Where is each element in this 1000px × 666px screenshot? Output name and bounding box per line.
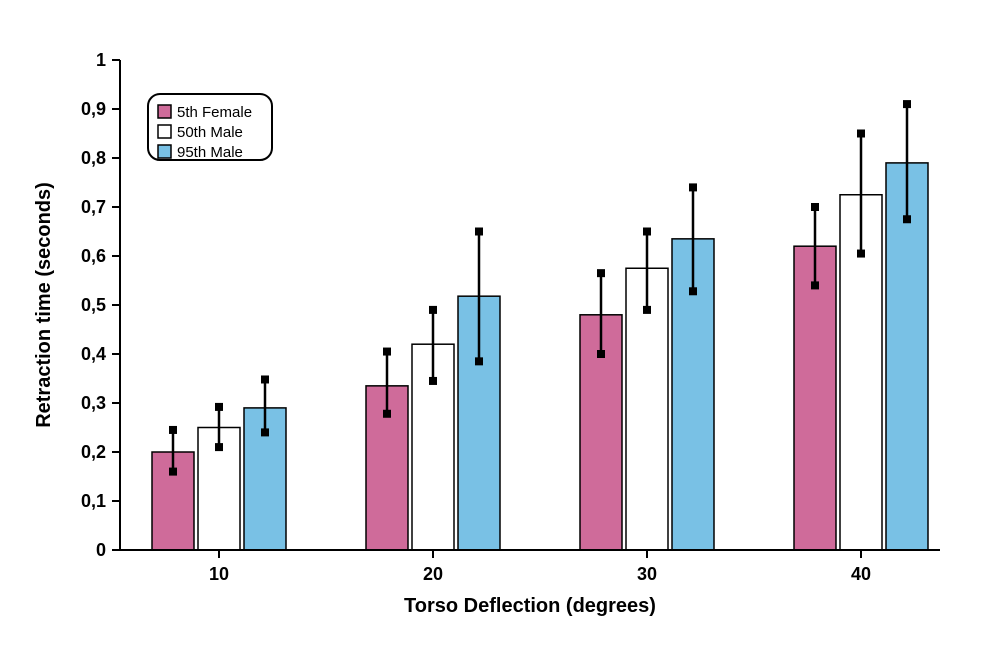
error-marker-lower [643, 306, 651, 314]
error-marker-lower [903, 215, 911, 223]
error-marker-lower [429, 377, 437, 385]
y-tick-label: 0,9 [81, 99, 106, 119]
error-marker-upper [215, 403, 223, 411]
error-marker-upper [903, 100, 911, 108]
legend-label: 50th Male [177, 124, 243, 141]
error-marker-upper [811, 203, 819, 211]
error-marker-upper [169, 426, 177, 434]
error-marker-upper [597, 269, 605, 277]
y-tick-label: 0,8 [81, 148, 106, 168]
error-marker-lower [261, 428, 269, 436]
x-tick-label: 10 [209, 564, 229, 584]
y-tick-label: 0 [96, 540, 106, 560]
y-axis-title: Retraction time (seconds) [33, 182, 55, 428]
y-tick-label: 0,7 [81, 197, 106, 217]
error-marker-upper [643, 228, 651, 236]
y-tick-label: 0,5 [81, 295, 106, 315]
error-marker-upper [261, 375, 269, 383]
chart-svg: 0 0,1 0,2 0,3 0,4 0,5 0,6 0,7 0,8 0,9 1 10 20 30 40 Ret… [0, 0, 1000, 666]
x-tick-label: 20 [423, 564, 443, 584]
error-marker-lower [169, 468, 177, 476]
y-tick-label: 0,3 [81, 393, 106, 413]
error-marker-lower [383, 410, 391, 418]
legend-swatch [158, 125, 171, 138]
y-tick-label: 1 [96, 50, 106, 70]
error-marker-upper [429, 306, 437, 314]
y-tick-label: 0,6 [81, 246, 106, 266]
error-marker-lower [475, 357, 483, 365]
y-tick-label: 0,2 [81, 442, 106, 462]
error-marker-lower [215, 443, 223, 451]
y-tick-label: 0,4 [81, 344, 106, 364]
error-marker-lower [857, 250, 865, 258]
bar [794, 246, 836, 550]
error-marker-upper [383, 348, 391, 356]
error-marker-upper [689, 183, 697, 191]
retraction-time-chart: 0 0,1 0,2 0,3 0,4 0,5 0,6 0,7 0,8 0,9 1 10 20 30 40 Ret… [0, 0, 1000, 666]
legend-swatch [158, 145, 171, 158]
x-tick-label: 30 [637, 564, 657, 584]
x-axis-title: Torso Deflection (degrees) [404, 595, 656, 617]
x-tick-label: 40 [851, 564, 871, 584]
error-marker-upper [475, 228, 483, 236]
error-marker-lower [689, 287, 697, 295]
legend-label: 95th Male [177, 144, 243, 161]
error-marker-lower [811, 281, 819, 289]
legend-swatch [158, 105, 171, 118]
error-marker-upper [857, 130, 865, 138]
y-tick-label: 0,1 [81, 491, 106, 511]
error-marker-lower [597, 350, 605, 358]
legend-label: 5th Female [177, 104, 252, 121]
